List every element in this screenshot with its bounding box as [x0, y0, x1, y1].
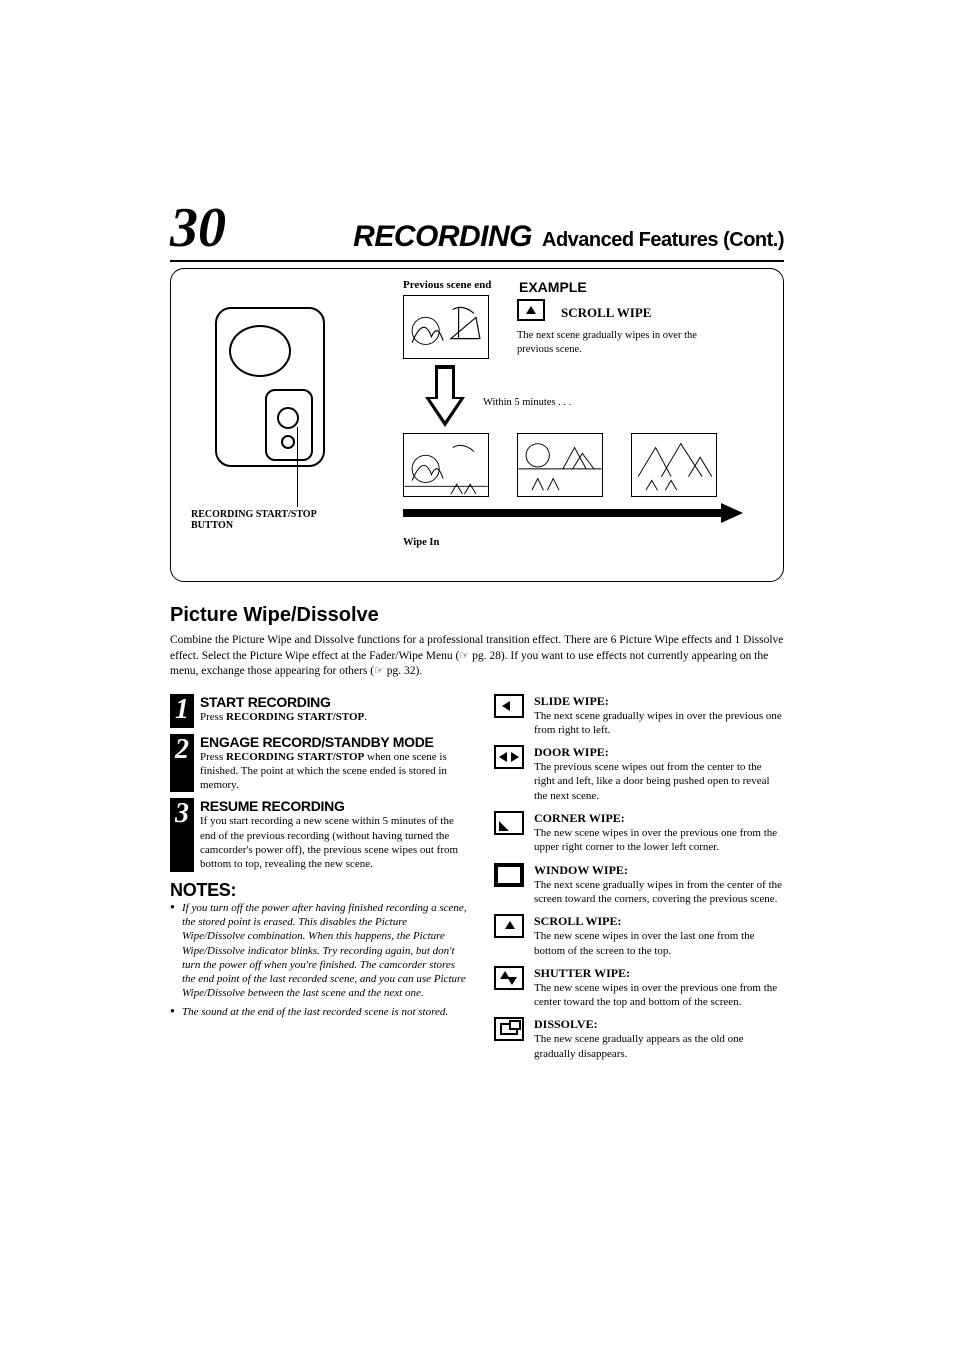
wipe-title: CORNER WIPE: [534, 811, 784, 826]
step-title: ENGAGE RECORD/STANDBY MODE [200, 734, 470, 750]
wipe-desc: The new scene wipes in over the previous… [534, 981, 784, 1010]
wipe-title: SHUTTER WIPE: [534, 966, 784, 981]
section-intro: Combine the Picture Wipe and Dissolve fu… [170, 633, 784, 680]
step-text: Press RECORDING START/STOP when one scen… [200, 750, 470, 793]
step-number: 2 [170, 734, 194, 793]
wipe-progress-arrow-icon [403, 503, 743, 523]
wipe-title: DOOR WIPE: [534, 745, 784, 760]
step-1: 1 START RECORDING Press RECORDING START/… [170, 694, 470, 728]
wipe-slide: SLIDE WIPE:The next scene gradually wipe… [494, 694, 784, 738]
previous-scene-end-label: Previous scene end [403, 279, 491, 291]
shutter-wipe-icon [494, 966, 524, 990]
wipe-in-label: Wipe In [403, 537, 439, 548]
scroll-wipe-title: SCROLL WIPE [561, 305, 651, 321]
step-number: 1 [170, 694, 194, 728]
page-number: 30 [170, 200, 226, 256]
page-header: 30 RECORDING Advanced Features (Cont.) [170, 200, 784, 262]
step-text: If you start recording a new scene withi… [200, 814, 470, 871]
arrow-down-icon [425, 365, 465, 427]
wipe-scroll: SCROLL WIPE:The new scene wipes in over … [494, 914, 784, 958]
left-column: 1 START RECORDING Press RECORDING START/… [170, 694, 470, 1069]
dissolve-icon [494, 1017, 524, 1041]
corner-wipe-icon [494, 811, 524, 835]
wipe-dissolve: DISSOLVE:The new scene gradually appears… [494, 1017, 784, 1061]
intro-text-c: pg. 32). [384, 665, 422, 677]
page-ref-icon: ☞ [459, 649, 469, 664]
wipe-title: SCROLL WIPE: [534, 914, 784, 929]
page-ref-icon: ☞ [374, 664, 384, 679]
step-2: 2 ENGAGE RECORD/STANDBY MODE Press RECOR… [170, 734, 470, 793]
right-column: SLIDE WIPE:The next scene gradually wipe… [494, 694, 784, 1069]
wipe-door: DOOR WIPE:The previous scene wipes out f… [494, 745, 784, 803]
notes-title: NOTES: [170, 880, 470, 901]
wipe-desc: The new scene wipes in over the previous… [534, 826, 784, 855]
slide-wipe-icon [494, 694, 524, 718]
within-5-label: Within 5 minutes . . . [483, 397, 571, 408]
wipe-desc: The next scene gradually wipes in from t… [534, 878, 784, 907]
scroll-wipe-desc: The next scene gradually wipes in over t… [517, 329, 717, 356]
door-wipe-icon [494, 745, 524, 769]
notes-list: If you turn off the power after having f… [170, 901, 470, 1019]
wipe-title: SLIDE WIPE: [534, 694, 784, 709]
step-text: Press RECORDING START/STOP. [200, 710, 367, 724]
recording-button-label: RECORDING START/STOP BUTTON [191, 509, 351, 531]
camcorder-illustration [195, 297, 355, 507]
header-subtitle: Advanced Features (Cont.) [542, 229, 784, 252]
scroll-wipe-icon [517, 299, 545, 321]
scroll-wipe-icon [494, 914, 524, 938]
note-item: The sound at the end of the last recorde… [170, 1005, 470, 1019]
wipe-desc: The new scene gradually appears as the o… [534, 1032, 784, 1061]
diagram-panel: Previous scene end EXAMPLE SCROLL WIPE T… [170, 268, 784, 582]
wipe-shutter: SHUTTER WIPE:The new scene wipes in over… [494, 966, 784, 1010]
step-number: 3 [170, 798, 194, 871]
scene-thumb-previous [403, 295, 489, 359]
step-3: 3 RESUME RECORDING If you start recordin… [170, 798, 470, 871]
note-item: If you turn off the power after having f… [170, 901, 470, 1001]
wipe-title: DISSOLVE: [534, 1017, 784, 1032]
example-label: EXAMPLE [519, 279, 587, 295]
scene-thumb-wipe-2 [517, 433, 603, 497]
step-title: START RECORDING [200, 694, 367, 710]
wipe-title: WINDOW WIPE: [534, 863, 784, 878]
wipe-desc: The previous scene wipes out from the ce… [534, 760, 784, 803]
wipe-desc: The new scene wipes in over the last one… [534, 929, 784, 958]
step-title: RESUME RECORDING [200, 798, 470, 814]
section-title: Picture Wipe/Dissolve [170, 604, 784, 627]
wipe-desc: The next scene gradually wipes in over t… [534, 709, 784, 738]
scene-thumb-wipe-3 [631, 433, 717, 497]
scene-thumb-wipe-1 [403, 433, 489, 497]
wipe-window: WINDOW WIPE:The next scene gradually wip… [494, 863, 784, 907]
wipe-corner: CORNER WIPE:The new scene wipes in over … [494, 811, 784, 855]
window-wipe-icon [494, 863, 524, 887]
header-recording: RECORDING [353, 220, 532, 254]
